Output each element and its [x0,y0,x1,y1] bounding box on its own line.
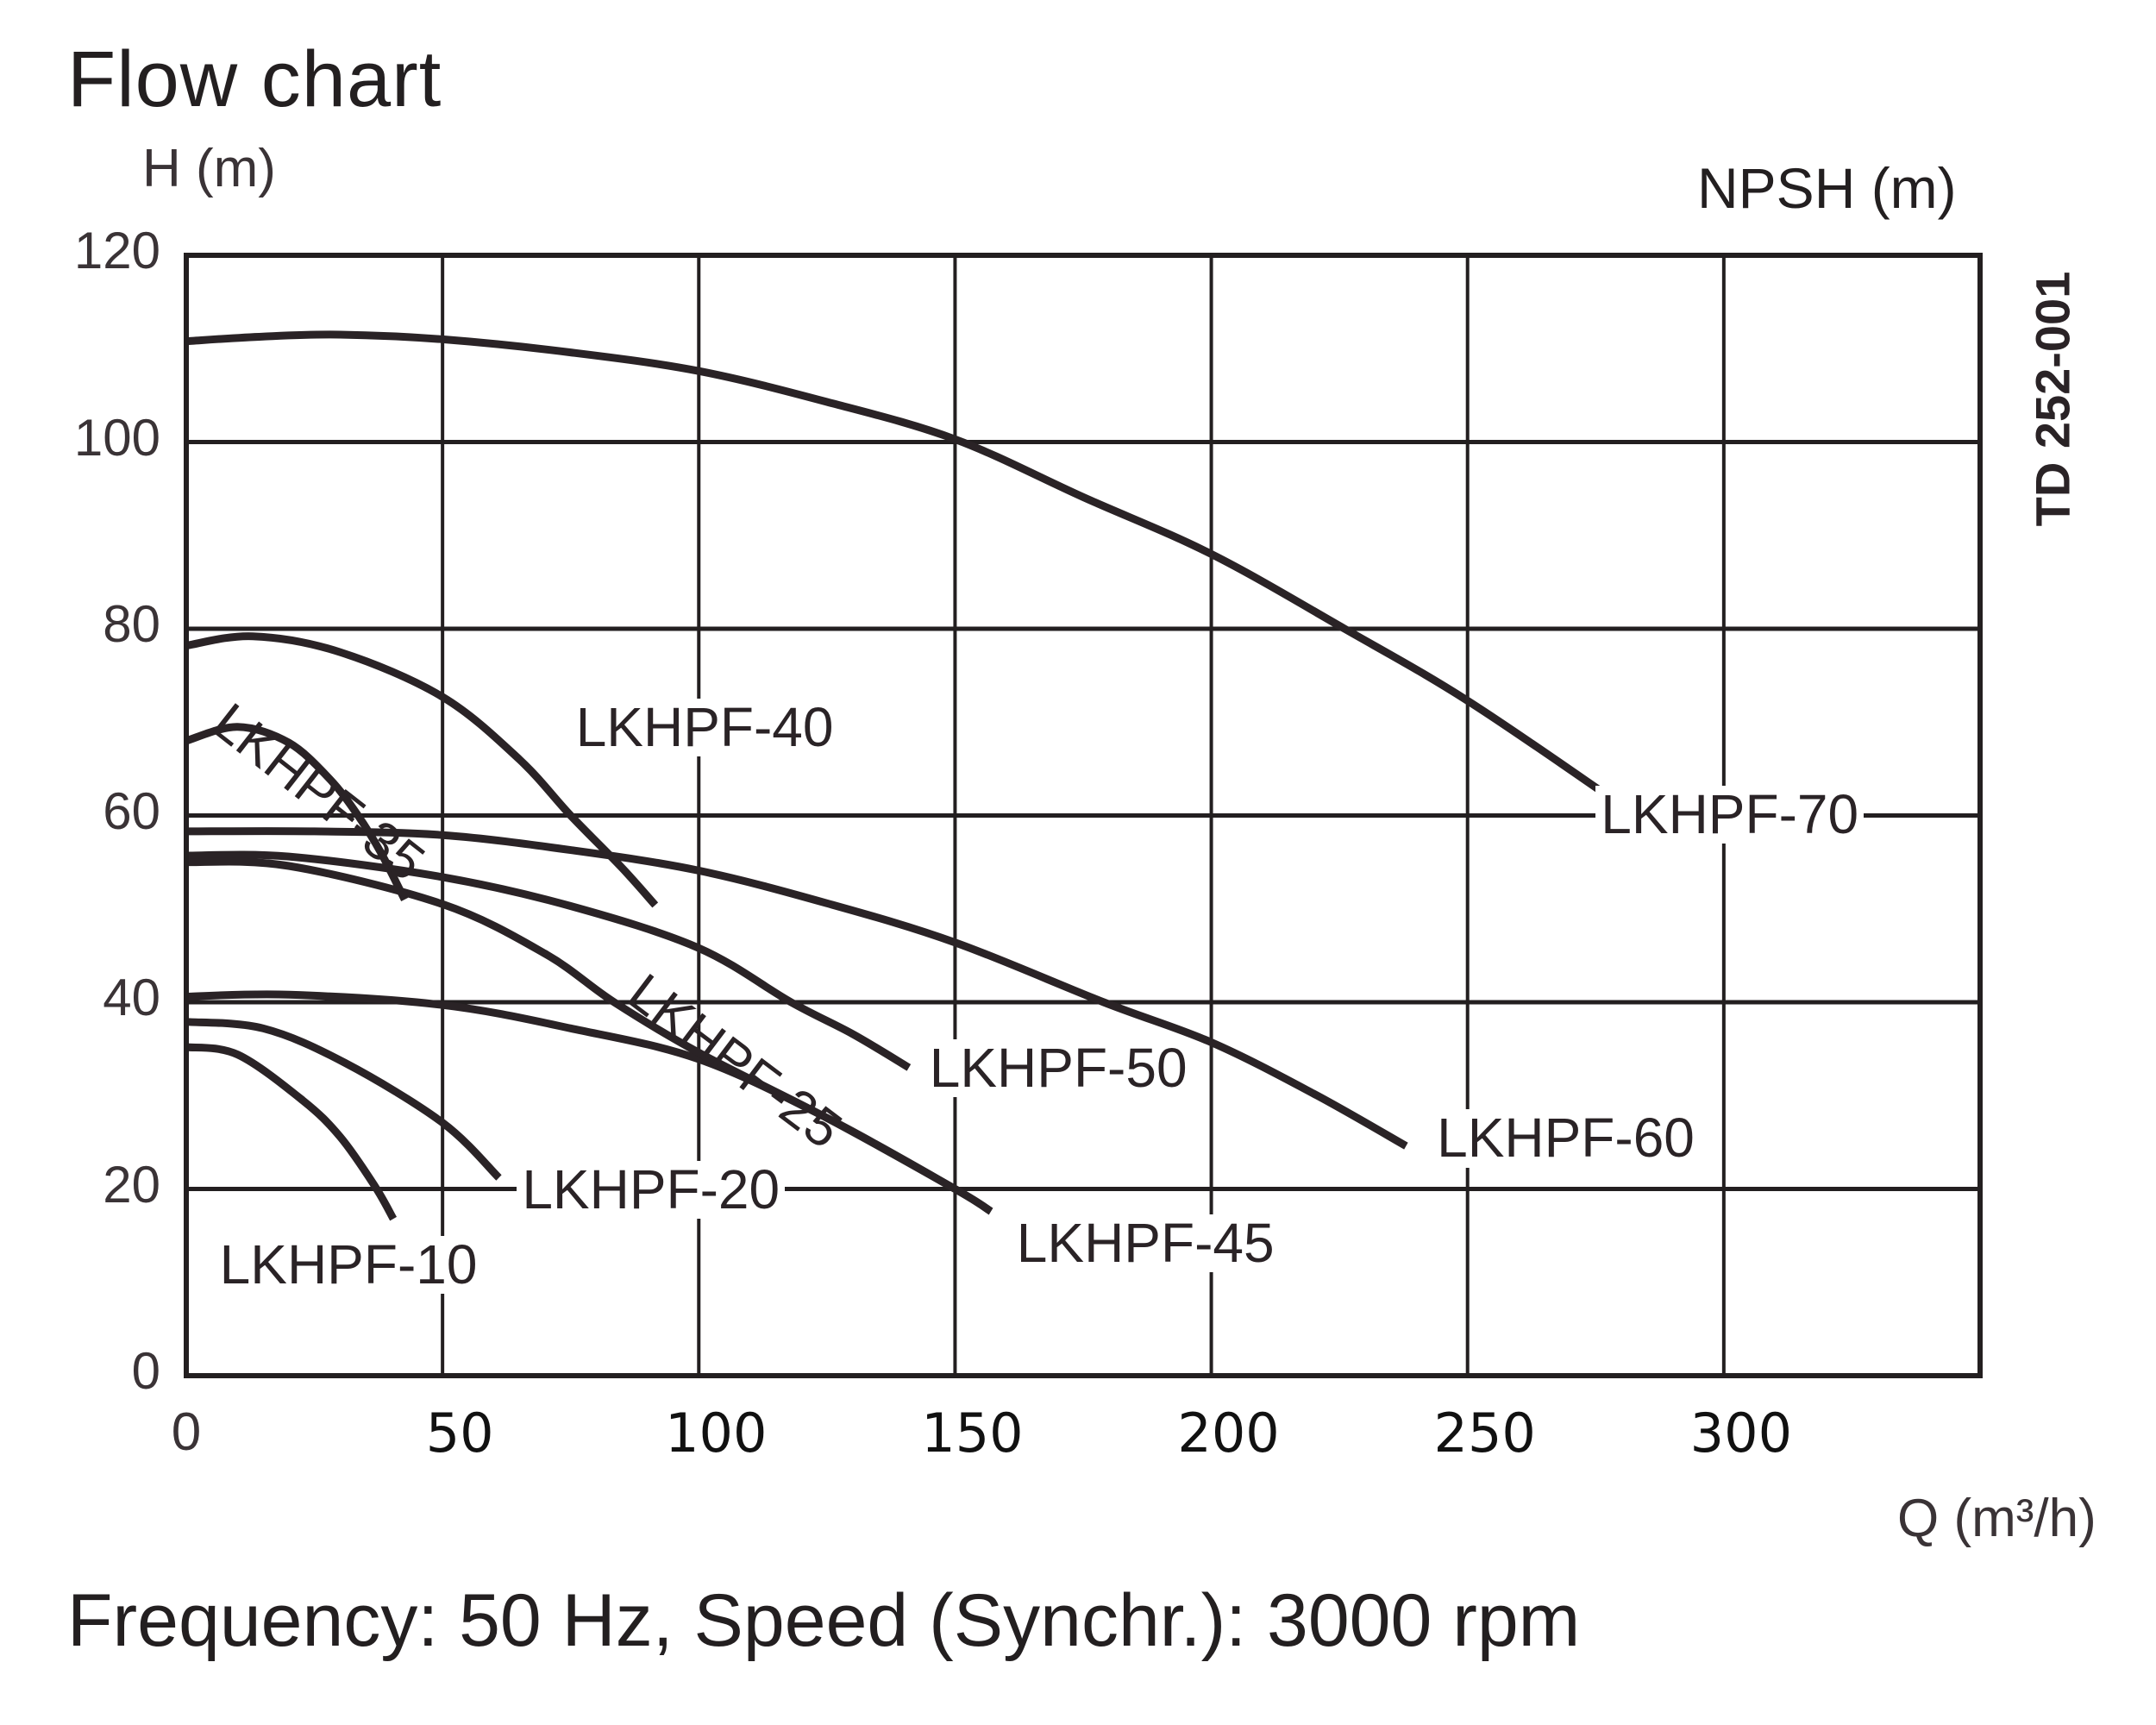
x-tick-label-100: 100 [665,1402,768,1465]
curve-lkhpf-70 [185,330,1619,806]
pump-curves [185,330,1619,1221]
curve-label-lkhpf-60: LKHPF-60 [1432,1109,1700,1168]
curve-lkhpf-60 [185,827,1408,1150]
curve-lkhpf-20 [185,1018,502,1181]
curve-lkhpf-35 [185,723,409,901]
y-tick-label-0: 0 [131,1342,160,1400]
curve-label-lkhpf-70: LKHPF-70 [1595,785,1865,844]
y-tick-label-120: 120 [73,222,160,279]
x-tick-label-50: 50 [425,1402,494,1465]
curve-lkhpf-40 [185,632,659,908]
curve-label-lkhpf-50: LKHPF-50 [924,1039,1193,1098]
curve-lkhpf-50 [185,850,912,1071]
curve-label-lkhpf-45: LKHPF-45 [1011,1214,1280,1272]
y-tick-label-40: 40 [103,969,160,1026]
x-tick-label-150: 150 [921,1402,1024,1465]
curve-label-lkhpf-40: LKHPF-40 [570,698,839,757]
y-tick-label-80: 80 [103,595,160,653]
curve-lkhpf-10 [185,1043,398,1221]
y-tick-label-60: 60 [103,781,160,840]
y-tick-label-100: 100 [73,408,160,467]
x-tick-label-0: 0 [171,1402,202,1462]
x-tick-label-250: 250 [1433,1402,1536,1465]
curve-label-lkhpf-20: LKHPF-20 [517,1160,786,1220]
x-tick-label-200: 200 [1177,1402,1280,1465]
chart-title: Flow chart [67,35,442,123]
curve-lkhpf-25 [185,857,993,1215]
plot-frame [184,253,1983,1378]
x-axis-label: Q (m³/h) [1897,1489,2096,1548]
curve-label-lkhpf-10: LKHPF-10 [214,1235,483,1294]
x-tick-label-300: 300 [1689,1402,1793,1465]
y-axis-label: H (m) [142,139,276,198]
npsh-axis-label: NPSH (m) [1697,156,1957,220]
drawing-code: TD 252-001 [2025,271,2080,527]
y-tick-label-20: 20 [103,1155,160,1214]
operating-conditions-caption: Frequency: 50 Hz, Speed (Synchr.): 3000 … [67,1579,1581,1662]
